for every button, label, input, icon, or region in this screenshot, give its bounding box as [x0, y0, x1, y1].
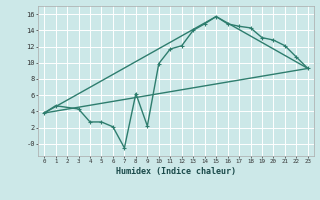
X-axis label: Humidex (Indice chaleur): Humidex (Indice chaleur): [116, 167, 236, 176]
